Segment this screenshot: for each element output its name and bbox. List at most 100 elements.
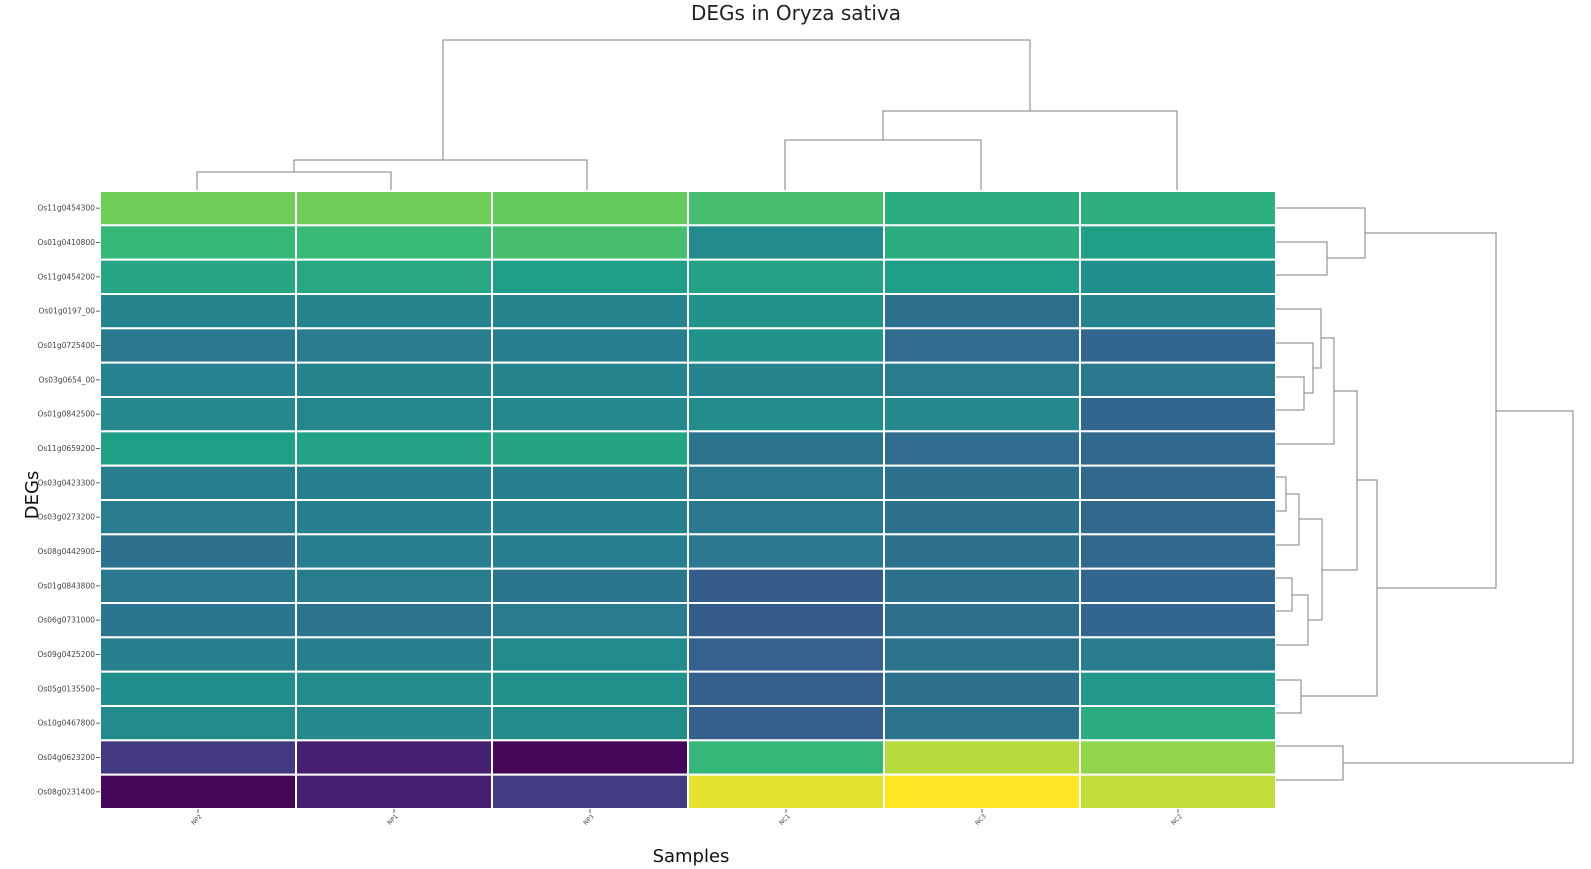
heatmap-cell [883, 499, 1081, 536]
heatmap-cell [1079, 258, 1277, 295]
col-dendro-branch-4 [882, 110, 1178, 191]
heatmap-cell [491, 224, 689, 261]
heatmap-cell [883, 636, 1081, 673]
heatmap-cell [687, 190, 885, 227]
heatmap-cell [883, 567, 1081, 605]
heatmap-cell [883, 361, 1081, 398]
heatmap-cell [1079, 396, 1277, 433]
heatmap-cell [99, 464, 297, 501]
row-dendro-branch-14 [1301, 479, 1378, 697]
heatmap-cell [295, 773, 493, 811]
heatmap-cell [295, 567, 493, 605]
heatmap-cell [295, 636, 493, 673]
heatmap-cell [295, 739, 493, 776]
heatmap-cell [491, 533, 689, 570]
x-axis-title: Samples [653, 846, 730, 867]
heatmap-cell [1079, 224, 1277, 261]
row-label: Os11g0659200 [37, 444, 95, 453]
heatmap-cell [99, 670, 297, 708]
heatmap-cell [295, 533, 493, 570]
chart-title: DEGs in Oryza sativa [691, 1, 901, 25]
heatmap-cell [1079, 773, 1277, 811]
heatmap-cell [295, 705, 493, 742]
heatmap-cell [99, 327, 297, 364]
heatmap-cell [883, 396, 1081, 433]
heatmap-cell [99, 430, 297, 467]
row-label: Os03g0273200 [37, 513, 95, 522]
heatmap-cell [687, 258, 885, 295]
col-dendro-branch-5 [442, 39, 1031, 160]
heatmap-cell [99, 533, 297, 570]
heatmap-cell [295, 190, 493, 227]
row-dendrogram [1276, 207, 1574, 781]
heatmap-cell [687, 602, 885, 639]
heatmap-cell [883, 327, 1081, 364]
heatmap-cell [491, 464, 689, 501]
row-dendro-branch-1 [1276, 241, 1328, 276]
heatmap-cell [687, 670, 885, 708]
heatmap-cell [491, 361, 689, 398]
heatmap-cell [491, 327, 689, 364]
heatmap-cell [1079, 430, 1277, 467]
heatmap-cell [1079, 361, 1277, 398]
row-label: Os04g0623200 [37, 753, 95, 762]
row-label: Os08g0442900 [37, 547, 95, 556]
column-labels: NP2 NP1 NP3 NC1 NC3 NC2 [190, 809, 1184, 827]
row-dendro-branch-9 [1276, 577, 1293, 612]
column-label: NC3 [974, 813, 988, 827]
y-axis-title: DEGs [22, 471, 43, 520]
heatmap-cell [295, 670, 493, 708]
heatmap-cell [883, 705, 1081, 742]
heatmap-cell [295, 430, 493, 467]
heatmap-cell [883, 670, 1081, 708]
row-dendro-branch-13 [1276, 679, 1302, 714]
heatmap-cell [99, 258, 297, 295]
heatmap-cell [1079, 636, 1277, 673]
heatmap-cell [687, 739, 885, 776]
row-dendro-branch-8 [1276, 493, 1300, 546]
row-label: Os06g0731000 [37, 616, 95, 625]
heatmap-cell [491, 258, 689, 295]
row-dendro-branch-12 [1322, 390, 1358, 571]
heatmap-cell [295, 464, 493, 501]
row-label: Os01g0410800 [37, 238, 95, 247]
heatmap-cell [99, 224, 297, 261]
heatmap-cells [99, 190, 1277, 811]
heatmap-cell [1079, 190, 1277, 227]
row-dendro-branch-3 [1276, 376, 1305, 411]
heatmap-cell [99, 773, 297, 811]
row-label: Os10g0467800 [37, 719, 95, 728]
heatmap-cell [99, 396, 297, 433]
heatmap-cell [295, 293, 493, 330]
heatmap-cell [1079, 602, 1277, 639]
row-label: Os01g0843800 [37, 581, 95, 590]
heatmap-cell [1079, 499, 1277, 536]
row-dendro-branch-16 [1276, 745, 1344, 781]
row-label: Os01g0842500 [37, 410, 95, 419]
heatmap-cell [687, 224, 885, 261]
heatmap-cell [99, 567, 297, 605]
heatmap-cell [883, 464, 1081, 501]
heatmap-cell [1079, 670, 1277, 708]
heatmap-cell [295, 327, 493, 364]
row-label: Os03g0654_00 [39, 375, 96, 384]
row-labels: Os11g0454300 Os01g0410800 Os11g0454200 Os01… [37, 204, 100, 796]
heatmap-cell [883, 190, 1081, 227]
heatmap-cell [491, 705, 689, 742]
heatmap-cell [883, 293, 1081, 330]
heatmap-cell [883, 258, 1081, 295]
row-dendro-branch-17 [1343, 410, 1574, 764]
heatmap-cell [99, 499, 297, 536]
col-dendro-branch-1 [196, 171, 392, 191]
heatmap-cell [491, 567, 689, 605]
heatmap-cell [883, 533, 1081, 570]
row-label: Os09g0425200 [37, 650, 95, 659]
heatmap-cell [491, 293, 689, 330]
row-label: Os03g0423300 [37, 478, 95, 487]
heatmap-cell [687, 705, 885, 742]
heatmap-cell [491, 636, 689, 673]
heatmap-cell [99, 739, 297, 776]
heatmap-cell [99, 361, 297, 398]
col-dendro-branch-2 [293, 159, 588, 191]
heatmap-cell [295, 361, 493, 398]
